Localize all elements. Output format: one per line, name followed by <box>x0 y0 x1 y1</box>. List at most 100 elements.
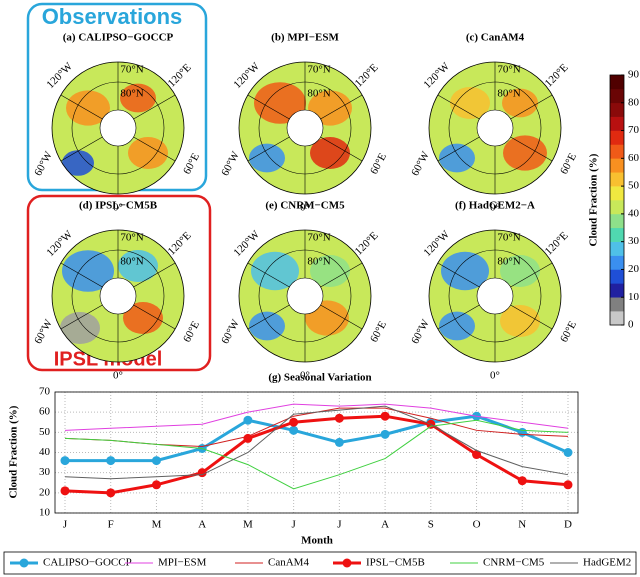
colorbar-tick-label: 10 <box>628 291 640 303</box>
colorbar-segment <box>610 88 624 104</box>
colorbar-tick-label: 0 <box>628 319 634 331</box>
colorbar-tick-label: 20 <box>628 263 640 275</box>
map-coordinate: 80°N <box>120 256 143 268</box>
map-coordinate: 70°N <box>120 64 143 76</box>
legend-marker <box>342 558 352 568</box>
map-coordinate: 70°N <box>497 232 520 244</box>
meridian <box>60 136 103 162</box>
data-point <box>380 429 390 439</box>
data-point <box>60 456 70 466</box>
y-tick-label: 50 <box>39 426 51 438</box>
series-line <box>64 419 569 490</box>
y-tick-label: 40 <box>39 446 51 458</box>
data-point <box>563 448 573 457</box>
colorbar-segment <box>610 158 624 173</box>
meridian <box>437 94 480 120</box>
observations-label: Observations <box>42 4 183 29</box>
colorbar-segment <box>610 144 624 159</box>
map-coordinate: 60°W <box>219 149 242 178</box>
x-axis-label: Month <box>301 535 333 547</box>
meridian <box>60 94 103 120</box>
meridian <box>510 304 553 330</box>
map-pole <box>99 277 137 315</box>
map-border <box>238 229 372 363</box>
colorbar-tick-label: 50 <box>628 180 640 192</box>
meridian <box>320 262 363 288</box>
map-patch <box>439 143 475 173</box>
meridian <box>247 136 290 162</box>
map-border <box>51 61 185 195</box>
map-patch <box>60 312 100 344</box>
meridian <box>133 304 176 330</box>
colorbar-segment <box>610 213 624 229</box>
colorbar-label: Cloud Fraction (%) <box>588 153 600 246</box>
colorbar-segment <box>610 297 624 312</box>
map-coordinate: 60°W <box>32 317 55 346</box>
map-pole <box>99 109 137 147</box>
data-point <box>151 456 161 466</box>
x-tick-label: F <box>108 519 114 531</box>
map-coordinate: 60°E <box>558 319 579 344</box>
meridian <box>320 304 363 330</box>
map-coordinate: 0° <box>113 202 123 214</box>
map-patch <box>310 137 350 169</box>
map-coordinate: 60°E <box>558 151 579 176</box>
y-tick-label: 70 <box>39 386 51 398</box>
map-pole <box>286 109 324 147</box>
map-patch <box>310 255 350 287</box>
map-title: (d) IPSL−CM5B <box>79 200 158 212</box>
data-point <box>334 413 344 423</box>
map-border <box>428 61 562 195</box>
polar-map <box>51 229 185 363</box>
map-border <box>238 61 372 195</box>
x-tick-label: S <box>428 519 434 531</box>
x-tick-label: O <box>473 519 481 531</box>
meridian <box>510 94 553 120</box>
map-coordinate: 0° <box>490 370 500 382</box>
data-point <box>517 476 527 486</box>
polar-map <box>238 229 372 363</box>
data-point <box>563 480 573 490</box>
meridian <box>247 304 290 330</box>
legend-frame <box>3 551 637 575</box>
colorbar-segment <box>610 186 624 201</box>
map-patch <box>249 143 285 173</box>
colorbar-frame <box>609 74 625 326</box>
map-patch <box>251 251 299 291</box>
series-line <box>64 405 569 480</box>
y-tick-label: 60 <box>39 406 51 418</box>
colorbar-segment <box>610 102 624 117</box>
x-tick-label: D <box>564 519 572 531</box>
meridian <box>247 262 290 288</box>
x-tick-label: J <box>337 519 342 531</box>
map-coordinate: 120°E <box>543 229 571 257</box>
map-patch <box>500 305 540 337</box>
map-border <box>428 229 562 363</box>
data-point <box>334 437 344 447</box>
colorbar-segment <box>610 311 624 326</box>
legend-label: MPI−ESM <box>158 557 207 569</box>
chart-title: (g) Seasonal Variation <box>268 372 371 384</box>
colorbar-tick-label: 40 <box>628 207 640 219</box>
map-coordinate: 70°N <box>120 232 143 244</box>
map-patch <box>128 137 168 169</box>
polar-map <box>51 61 185 195</box>
map-coordinate: 60°W <box>409 149 432 178</box>
map-coordinate: 80°N <box>307 256 330 268</box>
map-coordinate: 120°E <box>353 229 381 257</box>
meridian <box>437 262 480 288</box>
map-patch <box>254 82 306 124</box>
map-patch <box>503 135 547 171</box>
map-patch <box>249 311 285 341</box>
colorbar-tick-label: 60 <box>628 152 640 164</box>
map-coordinate: 0° <box>300 202 310 214</box>
data-point <box>472 450 482 460</box>
map-pole <box>286 277 324 315</box>
data-point <box>106 456 116 466</box>
meridian <box>247 94 290 120</box>
map-patch <box>439 311 475 341</box>
colorbar-segment <box>610 241 624 256</box>
meridian <box>133 262 176 288</box>
map-coordinate: 120°E <box>166 229 194 257</box>
map-title: (f) HadGEM2−A <box>455 200 535 212</box>
